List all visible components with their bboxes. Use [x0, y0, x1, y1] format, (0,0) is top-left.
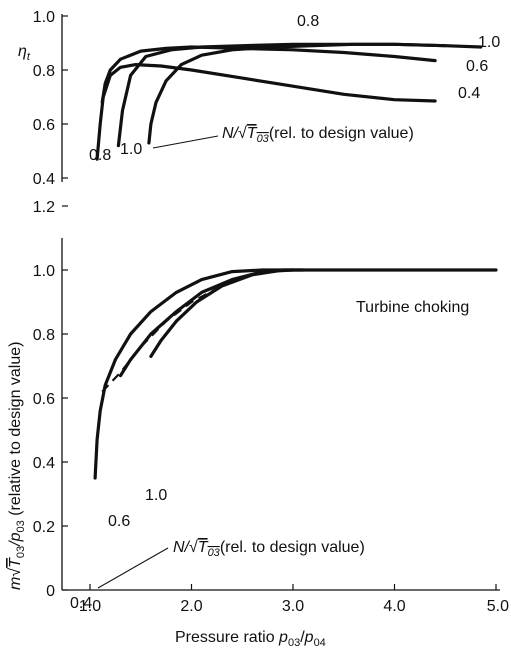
- efficiency-label-start-0.8: 0.8: [89, 147, 111, 164]
- efficiency-chart: 1.0 0.8 0.6 0.4 ηt 0.8 1.0 0.6 0.4 0.8 1.0 …: [18, 9, 500, 188]
- mass-flow-y-tick-label-0: 1.2: [33, 199, 55, 216]
- efficiency-speed-leader-line: [152, 135, 219, 149]
- mass-flow-y-tick-label-6: 0: [46, 583, 55, 600]
- efficiency-curves: [95, 42, 483, 161]
- mass-flow-x-tick-label-1: 2.0: [180, 598, 202, 615]
- mass-flow-label-1.0: 1.0: [145, 487, 167, 504]
- efficiency-label-top-0.8: 0.8: [297, 13, 319, 30]
- efficiency-label-end-0.4: 0.4: [458, 85, 480, 102]
- mass-flow-y-ticks: 1.2 1.0 0.8 0.6 0.4 0.2 0: [33, 199, 68, 600]
- mass-flow-y-tick-label-4: 0.4: [33, 455, 55, 472]
- mass-flow-x-axis-label: Pressure ratio p03/p04: [175, 629, 326, 649]
- mass-flow-x-tick-label-2: 3.0: [282, 598, 304, 615]
- mass-flow-speed-leader-line: [97, 547, 169, 589]
- efficiency-y-tick-label-1: 0.8: [33, 63, 55, 80]
- mass-flow-x-tick-label-0: 1.0: [79, 598, 101, 615]
- mass-flow-y-axis-label: m√T03/p03 (relative to design value): [7, 342, 27, 591]
- mass-flow-y-tick-label-2: 0.8: [33, 327, 55, 344]
- mass-flow-curve-0.6: [101, 268, 284, 393]
- efficiency-curve-1.0: [147, 42, 483, 145]
- mass-flow-x-tick-label-4: 5.0: [487, 598, 509, 615]
- mass-flow-curve-0.8: [118, 268, 295, 378]
- efficiency-speed-annotation: N/√T03(rel. to design value): [222, 125, 414, 145]
- mass-flow-curve-1.0: [149, 268, 305, 358]
- efficiency-y-tick-label-0: 1.0: [33, 9, 55, 26]
- mass-flow-x-ticks: 1.0 2.0 3.0 4.0 5.0: [79, 584, 509, 615]
- mass-flow-y-tick-label-1: 1.0: [33, 263, 55, 280]
- efficiency-label-end-1.0: 1.0: [478, 34, 500, 51]
- efficiency-y-label: ηt: [18, 43, 31, 63]
- efficiency-y-tick-label-2: 0.6: [33, 117, 55, 134]
- efficiency-y-tick-label-3: 0.4: [33, 171, 55, 188]
- mass-flow-label-0.6: 0.6: [108, 513, 130, 530]
- mass-flow-y-tick-label-5: 0.2: [33, 519, 55, 536]
- mass-flow-label-0.4: 0.4: [70, 595, 92, 612]
- efficiency-label-start-1.0: 1.0: [120, 141, 142, 158]
- mass-flow-curves: [93, 268, 498, 480]
- turbine-choking-label: Turbine choking: [356, 299, 469, 316]
- mass-flow-speed-annotation: N/√T03(rel. to design value): [173, 539, 365, 559]
- mass-flow-chart: 1.2 1.0 0.8 0.6 0.4 0.2 0 1.0 2.0 3.0 4.0 5.0 Turb…: [7, 199, 509, 649]
- mass-flow-x-tick-label-3: 4.0: [383, 598, 405, 615]
- efficiency-y-ticks: 1.0 0.8 0.6 0.4: [33, 9, 68, 188]
- efficiency-label-end-0.6: 0.6: [466, 58, 488, 75]
- mass-flow-y-tick-label-3: 0.6: [33, 391, 55, 408]
